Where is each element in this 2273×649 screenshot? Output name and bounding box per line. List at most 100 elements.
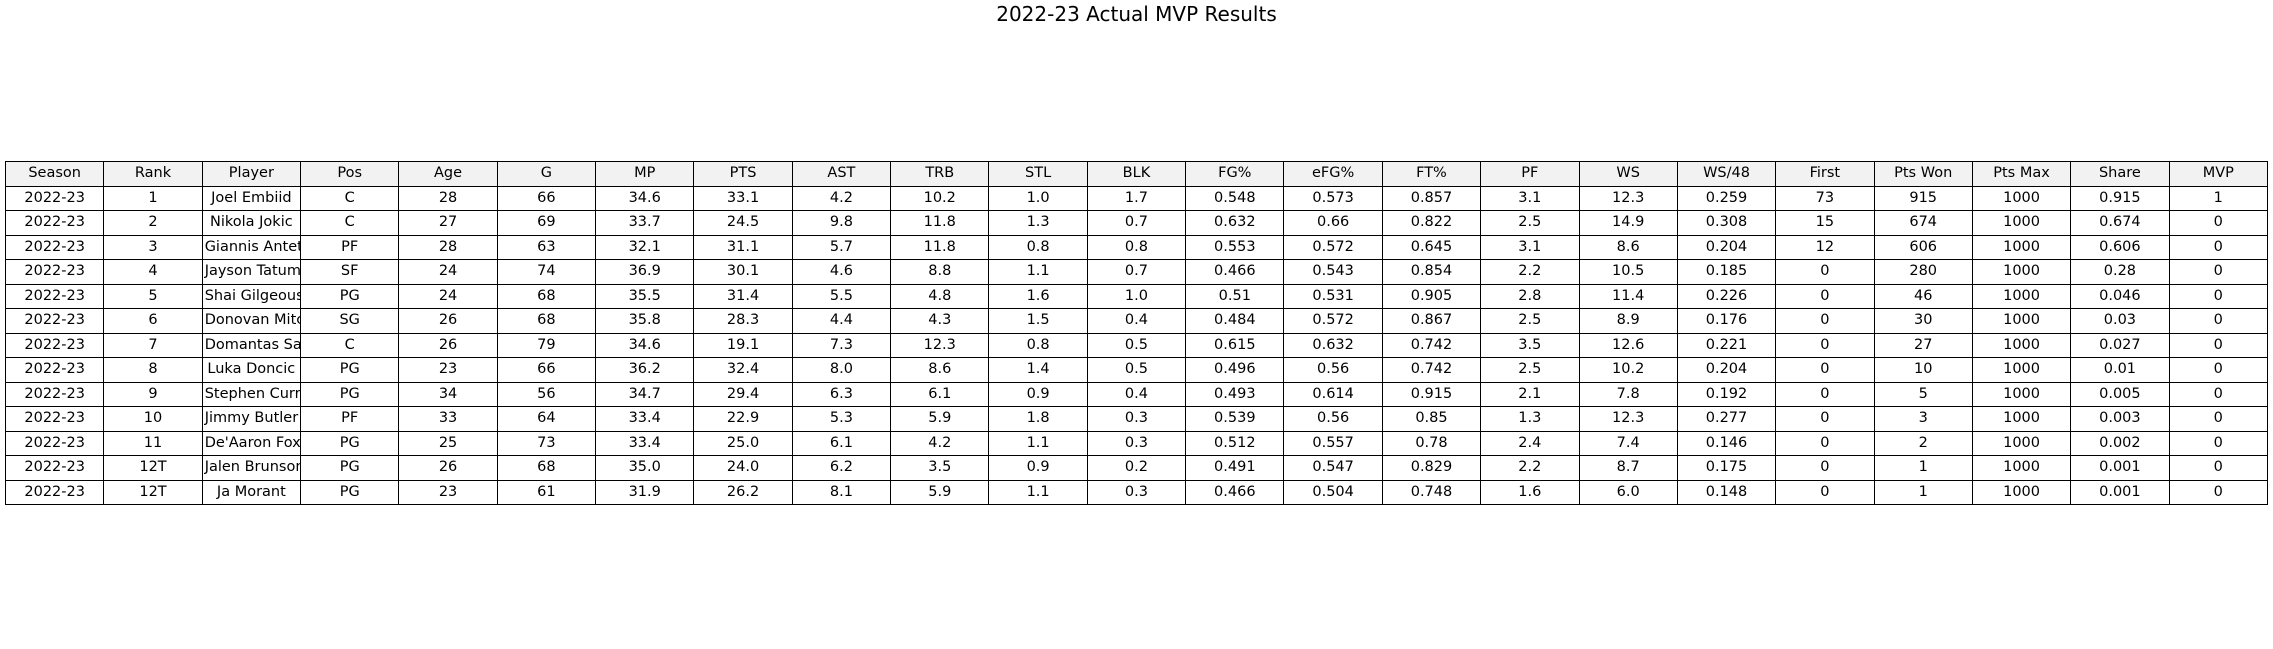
column-header-pf: PF	[1480, 161, 1580, 187]
cell-pos: PF	[300, 406, 400, 432]
cell-stl: 1.1	[988, 479, 1088, 505]
cell-trb: 4.2	[890, 430, 990, 456]
cell-first: 0	[1775, 455, 1875, 481]
cell-season: 2022-23	[4, 357, 105, 383]
cell-ws-per-48: 0.192	[1676, 381, 1777, 407]
cell-pts-won: 30	[1873, 308, 1973, 334]
cell-first: 0	[1775, 406, 1875, 432]
cell-pts-won: 280	[1873, 259, 1973, 285]
cell-pos: PG	[300, 381, 400, 407]
cell-pf: 2.4	[1480, 430, 1580, 456]
column-header-first: First	[1775, 161, 1875, 187]
cell-pos: C	[300, 185, 400, 211]
cell-ft-pct: 0.645	[1381, 234, 1482, 260]
cell-player: Jalen Brunson	[201, 455, 302, 481]
chart-title: 2022-23 Actual MVP Results	[996, 2, 1277, 26]
cell-pf: 1.3	[1480, 406, 1580, 432]
cell-fg-pct: 0.491	[1185, 455, 1285, 481]
cell-trb: 5.9	[890, 479, 990, 505]
cell-blk: 0.5	[1086, 357, 1187, 383]
cell-pos: PG	[300, 283, 400, 309]
cell-mvp: 0	[2168, 308, 2269, 334]
cell-blk: 0.7	[1086, 210, 1187, 236]
cell-g: 56	[496, 381, 597, 407]
cell-ast: 4.2	[791, 185, 892, 211]
cell-ws: 11.4	[1578, 283, 1678, 309]
cell-pos: PG	[300, 479, 400, 505]
cell-ast: 5.5	[791, 283, 892, 309]
cell-player: Giannis Antetokounmpo	[201, 234, 302, 260]
cell-pos: PG	[300, 430, 400, 456]
cell-pts-max: 1000	[1971, 430, 2072, 456]
cell-ws-per-48: 0.277	[1676, 406, 1777, 432]
cell-rank: 4	[103, 259, 203, 285]
cell-pts-won: 3	[1873, 406, 1973, 432]
cell-trb: 10.2	[890, 185, 990, 211]
cell-trb: 6.1	[890, 381, 990, 407]
table-row: 2022-23 10 Jimmy Butler PF 33 64 33.4 22.9 5.3 5.…	[4, 406, 2269, 432]
cell-age: 27	[398, 210, 498, 236]
cell-pts-max: 1000	[1971, 406, 2072, 432]
column-header-trb: TRB	[890, 161, 990, 187]
cell-first: 15	[1775, 210, 1875, 236]
cell-pts-won: 2	[1873, 430, 1973, 456]
cell-share: 0.606	[2070, 234, 2170, 260]
cell-mvp: 0	[2168, 455, 2269, 481]
cell-pts: 30.1	[693, 259, 793, 285]
cell-ws-per-48: 0.259	[1676, 185, 1777, 211]
cell-season: 2022-23	[4, 381, 105, 407]
cell-blk: 0.7	[1086, 259, 1187, 285]
cell-mvp: 0	[2168, 283, 2269, 309]
cell-age: 26	[398, 455, 498, 481]
cell-age: 23	[398, 479, 498, 505]
cell-age: 28	[398, 185, 498, 211]
cell-mp: 36.2	[595, 357, 695, 383]
cell-mp: 32.1	[595, 234, 695, 260]
mvp-results-table: Season Rank Player Pos Age G MP PTS AST TRB STL BLK…	[4, 161, 2269, 505]
cell-season: 2022-23	[4, 479, 105, 505]
cell-season: 2022-23	[4, 406, 105, 432]
cell-efg-pct: 0.66	[1283, 210, 1383, 236]
cell-g: 69	[496, 210, 597, 236]
cell-rank: 1	[103, 185, 203, 211]
cell-rank: 12T	[103, 455, 203, 481]
cell-mp: 33.4	[595, 430, 695, 456]
column-header-rank: Rank	[103, 161, 203, 187]
cell-blk: 0.3	[1086, 406, 1187, 432]
cell-pos: C	[300, 332, 400, 358]
cell-age: 28	[398, 234, 498, 260]
cell-ws-per-48: 0.148	[1676, 479, 1777, 505]
cell-g: 64	[496, 406, 597, 432]
cell-pts-max: 1000	[1971, 185, 2072, 211]
column-header-efg-pct: eFG%	[1283, 161, 1383, 187]
cell-mvp: 0	[2168, 430, 2269, 456]
cell-pts: 24.5	[693, 210, 793, 236]
cell-ft-pct: 0.915	[1381, 381, 1482, 407]
cell-pf: 2.5	[1480, 357, 1580, 383]
table-row: 2022-23 4 Jayson Tatum SF 24 74 36.9 30.1 4.6 8.8…	[4, 259, 2269, 285]
column-header-season: Season	[4, 161, 105, 187]
cell-ws: 12.3	[1578, 406, 1678, 432]
cell-mvp: 1	[2168, 185, 2269, 211]
column-header-mp: MP	[595, 161, 695, 187]
cell-efg-pct: 0.573	[1283, 185, 1383, 211]
cell-player: Jimmy Butler	[201, 406, 302, 432]
cell-share: 0.005	[2070, 381, 2170, 407]
cell-mp: 34.6	[595, 185, 695, 211]
cell-trb: 11.8	[890, 210, 990, 236]
cell-pf: 2.5	[1480, 210, 1580, 236]
cell-mvp: 0	[2168, 259, 2269, 285]
cell-efg-pct: 0.504	[1283, 479, 1383, 505]
column-header-ft-pct: FT%	[1381, 161, 1482, 187]
cell-ws-per-48: 0.308	[1676, 210, 1777, 236]
cell-blk: 0.3	[1086, 430, 1187, 456]
cell-mp: 35.8	[595, 308, 695, 334]
cell-efg-pct: 0.56	[1283, 406, 1383, 432]
cell-ast: 6.3	[791, 381, 892, 407]
cell-ast: 5.3	[791, 406, 892, 432]
cell-ast: 5.7	[791, 234, 892, 260]
cell-season: 2022-23	[4, 283, 105, 309]
cell-ws-per-48: 0.204	[1676, 234, 1777, 260]
cell-fg-pct: 0.512	[1185, 430, 1285, 456]
cell-pf: 2.8	[1480, 283, 1580, 309]
